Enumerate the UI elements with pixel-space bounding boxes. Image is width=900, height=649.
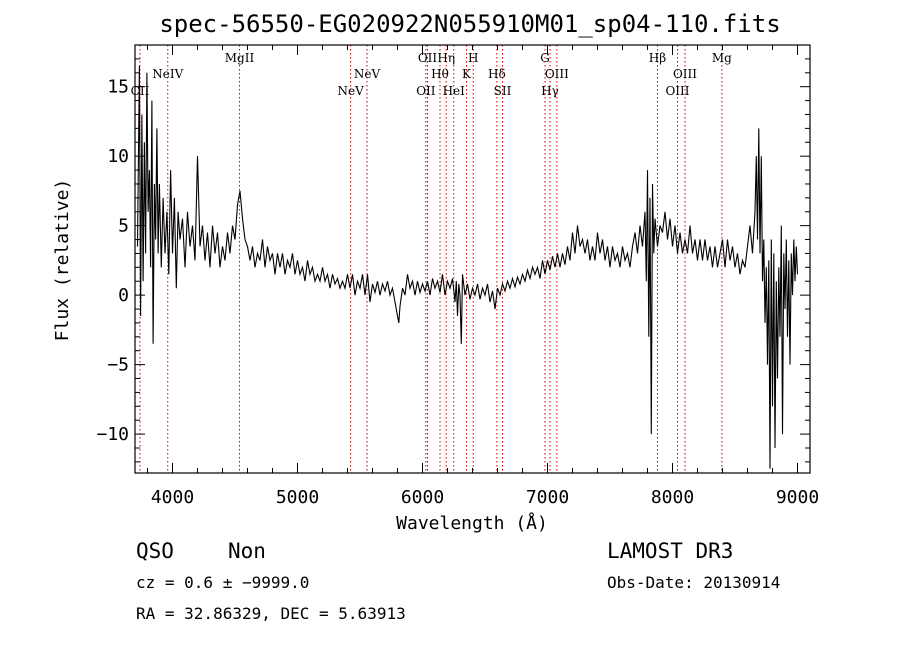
emission-line-label: OII	[418, 51, 438, 65]
x-tick-label: 8000	[651, 487, 694, 508]
emission-line-label: NeIV	[152, 67, 183, 81]
survey-name: LAMOST DR3	[607, 539, 733, 563]
object-class: QSO	[136, 539, 174, 563]
emission-line-label: Hθ	[431, 67, 449, 81]
y-tick-label: −10	[96, 424, 129, 445]
y-tick-label: −5	[107, 355, 129, 376]
emission-line-label: Hδ	[488, 67, 506, 81]
x-axis-label: Wavelength (Å)	[396, 512, 548, 534]
emission-line-label: MgII	[225, 51, 255, 65]
emission-line-label: OIII	[673, 67, 697, 81]
spectrum-line	[136, 65, 799, 469]
emission-line-label: SII	[494, 84, 512, 98]
x-tick-label: 9000	[776, 487, 819, 508]
emission-line-label: K	[462, 67, 472, 81]
object-subclass: Non	[228, 539, 266, 563]
y-tick-label: 0	[118, 285, 129, 306]
y-tick-label: 15	[107, 77, 129, 98]
emission-line-label: OIII	[665, 84, 689, 98]
axis-ticks: 4000 5000 6000 7000 8000 9000 −10 −5 0 5 10 15	[96, 45, 819, 508]
observation-date: Obs-Date: 20130914	[607, 573, 780, 592]
emission-line-label: Mg	[712, 51, 732, 65]
x-tick-label: 4000	[151, 487, 194, 508]
emission-line-label: NeV	[354, 67, 381, 81]
x-tick-label: 6000	[401, 487, 444, 508]
y-tick-label: 10	[107, 146, 129, 167]
emission-line-label: G	[540, 51, 550, 65]
chart-title: spec-56550-EG020922N055910M01_sp04-110.f…	[159, 10, 780, 38]
x-tick-label: 5000	[276, 487, 319, 508]
plot-frame	[134, 44, 811, 474]
emission-line-label: Hη	[437, 51, 455, 65]
emission-line-markers	[139, 45, 723, 473]
emission-line-labels: CIINeIVMgIINeVNeVOIIOIIHθHηHeIKHHδSIIGHγ…	[131, 51, 733, 98]
coordinates: RA = 32.86329, DEC = 5.63913	[136, 604, 406, 623]
emission-line-label: OIII	[545, 67, 569, 81]
emission-line-label: H	[468, 51, 478, 65]
emission-line-label: NeV	[337, 84, 364, 98]
y-axis-label: Flux (relative)	[52, 179, 73, 342]
emission-line-label: Hβ	[649, 51, 666, 65]
x-tick-label: 7000	[526, 487, 569, 508]
y-tick-label: 5	[118, 216, 129, 237]
emission-line-label: HeI	[443, 84, 466, 98]
emission-line-label: OII	[416, 84, 436, 98]
redshift-value: cz = 0.6 ± −9999.0	[136, 573, 309, 592]
emission-line-label: Hγ	[541, 84, 559, 98]
